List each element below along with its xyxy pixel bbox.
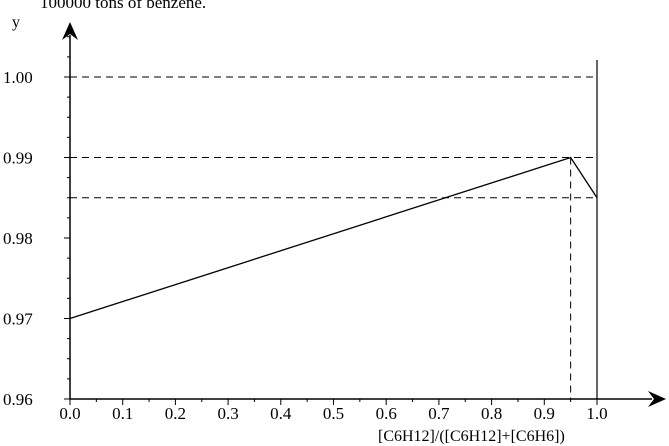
x-tick-label: 0.8 xyxy=(481,404,502,423)
x-tick-label: 0.9 xyxy=(534,404,555,423)
x-tick-label: 0.5 xyxy=(323,404,344,423)
y-ticks: 0.96 0.97 0.98 0.99 1.00 xyxy=(3,36,70,409)
y-axis-arrow xyxy=(62,22,78,40)
y-tick-label: 0.98 xyxy=(3,229,33,248)
reference-lines xyxy=(70,60,598,399)
x-tick-label: 1.0 xyxy=(586,404,607,423)
x-axis-title: [C6H12]/([C6H12]+[C6H6]) xyxy=(378,428,565,445)
x-tick-label: 0.4 xyxy=(270,404,292,423)
x-tick-label: 0.7 xyxy=(428,404,450,423)
y-tick-label: 0.97 xyxy=(3,310,33,329)
series-line xyxy=(69,156,598,320)
x-tick-label: 0.3 xyxy=(217,404,238,423)
axes xyxy=(62,22,666,407)
y-tick-label: 1.00 xyxy=(3,68,33,87)
x-ticks: 0.0 0.1 0.2 0.3 0.4 0.5 0.6 0.7 0.8 0.9 1.0 xyxy=(59,399,608,423)
x-tick-label: 0.6 xyxy=(376,404,397,423)
x-tick-label: 0.0 xyxy=(59,404,80,423)
series-layer xyxy=(69,156,598,320)
y-axis-title: y xyxy=(12,14,20,31)
y-tick-label: 0.99 xyxy=(3,149,33,168)
top-note-text: 100000 tons of benzene. xyxy=(40,0,206,12)
x-tick-label: 0.1 xyxy=(112,404,133,423)
x-axis-arrow xyxy=(648,391,666,407)
x-tick-label: 0.2 xyxy=(165,404,186,423)
y-tick-label: 0.96 xyxy=(3,390,33,409)
